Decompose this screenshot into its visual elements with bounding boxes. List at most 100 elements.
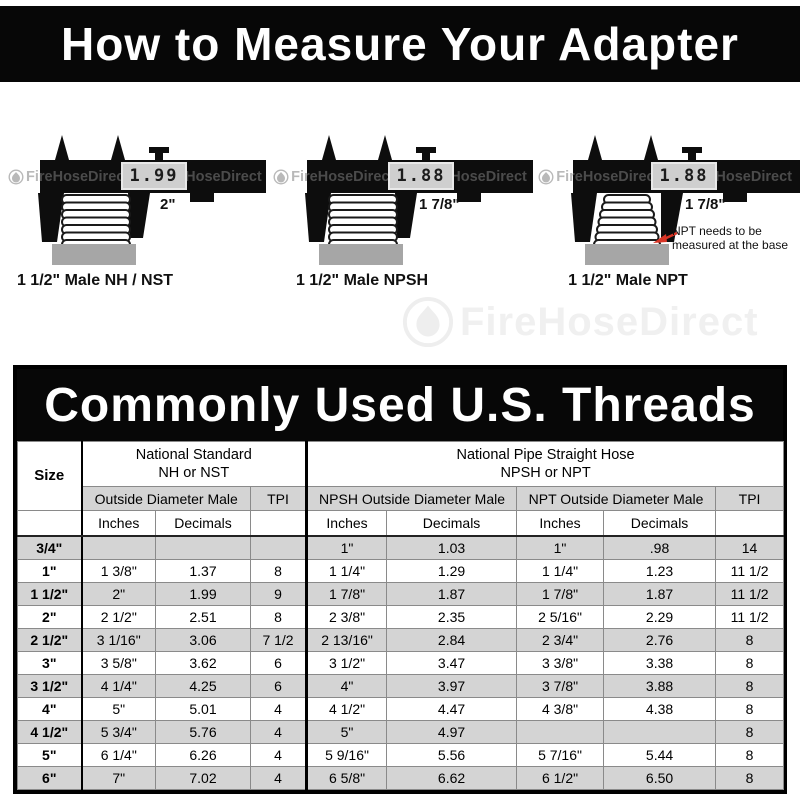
caliper-upper-jaw-icon bbox=[55, 135, 69, 160]
threads-table: Size National Standard NH or NST National… bbox=[17, 441, 785, 790]
table-cell: 4 1/2" bbox=[17, 720, 82, 744]
caliper-left-jaw bbox=[38, 193, 64, 242]
table-cell: 1.37 bbox=[155, 559, 251, 583]
header-odm: Outside Diameter Male bbox=[80, 486, 251, 511]
table-cell: 2.29 bbox=[603, 605, 717, 629]
table-cell: 5" bbox=[17, 743, 82, 767]
table-cell: 6 5/8" bbox=[305, 766, 388, 790]
table-cell: 8 bbox=[715, 628, 785, 652]
table-cell: 5" bbox=[80, 697, 156, 721]
caliper-illustration: 2" 1 1/2" Male NH / NST bbox=[17, 135, 266, 289]
table-cell: 8 bbox=[715, 766, 785, 790]
flame-logo-icon bbox=[8, 169, 24, 185]
table-cell: 2 3/8" bbox=[305, 605, 388, 629]
table-cell: 1 7/8" bbox=[516, 582, 605, 606]
table-cell: 2.35 bbox=[386, 605, 518, 629]
npt-note-arrow-icon bbox=[653, 231, 678, 243]
header-tpi-right: TPI bbox=[715, 486, 785, 511]
table-row: 3/4" 1" 1.03 1" .98 14 bbox=[17, 535, 785, 560]
header-size: Size bbox=[17, 441, 82, 511]
table-cell: 4 bbox=[249, 720, 308, 744]
table-cell: 2.76 bbox=[603, 628, 717, 652]
table-cell: 11 1/2 bbox=[715, 605, 785, 629]
table-cell: 2 3/4" bbox=[516, 628, 605, 652]
watermark-text: FireHoseDirect bbox=[460, 299, 759, 344]
table-cell: 5" bbox=[305, 720, 388, 744]
table-cell: 5.76 bbox=[155, 720, 251, 744]
table-cell: 9 bbox=[249, 582, 308, 606]
table-cell: 6 1/2" bbox=[516, 766, 605, 790]
table-cell bbox=[155, 535, 251, 560]
table-cell: 4.25 bbox=[155, 674, 251, 698]
table-cell: 3 1/2" bbox=[305, 651, 388, 675]
table-cell: 1" bbox=[516, 535, 605, 560]
header-npsh-odm: NPSH Outside Diameter Male bbox=[305, 486, 518, 511]
table-cell: 1 1/2" bbox=[17, 582, 82, 606]
table-cell: 1.03 bbox=[386, 535, 518, 560]
caliper-step bbox=[190, 193, 214, 202]
table-cell: 2 5/16" bbox=[516, 605, 605, 629]
table-cell: 1 1/4" bbox=[516, 559, 605, 583]
table-cell: 3" bbox=[17, 651, 82, 675]
table-cell: 6.50 bbox=[603, 766, 717, 790]
npt-measurement-note: NPT needs to be measured at the base bbox=[672, 224, 800, 253]
table-row: 3" 3 5/8" 3.62 6 3 1/2" 3.47 3 3/8" 3.38 8 bbox=[17, 651, 785, 675]
dimension-label: 1 7/8" bbox=[419, 196, 459, 213]
table-cell: 2.51 bbox=[155, 605, 251, 629]
table-cell: 7.02 bbox=[155, 766, 251, 790]
table-cell bbox=[249, 535, 308, 560]
table-cell: 3.47 bbox=[386, 651, 518, 675]
page-title: How to Measure Your Adapter bbox=[0, 6, 800, 82]
table-cell bbox=[80, 535, 156, 560]
table-cell: 14 bbox=[715, 535, 785, 560]
table-cell: .98 bbox=[603, 535, 717, 560]
table-cell: 5.44 bbox=[603, 743, 717, 767]
measuring-diagrams: 2" 1 1/2" Male NH / NST 1 7/ bbox=[0, 130, 800, 294]
table-cell: 4" bbox=[17, 697, 82, 721]
table-cell: 8 bbox=[715, 697, 785, 721]
table-row: 2 1/2" 3 1/16" 3.06 7 1/2 2 13/16" 2.84 2 3/4"… bbox=[17, 628, 785, 652]
table-cell: 1 3/8" bbox=[80, 559, 156, 583]
threads-table-body: 3/4" 1" 1.03 1" .98 14 1" 1 3/8" 1.37 8 1 1/4" 1.29… bbox=[17, 535, 785, 790]
table-cell bbox=[516, 720, 605, 744]
table-cell: 6 bbox=[249, 651, 308, 675]
table-cell: 11 1/2 bbox=[715, 559, 785, 583]
header-decimals: Decimals bbox=[155, 510, 251, 537]
caliper-diagram-npt: 1 7/8" 1 1/2" Male NPT bbox=[533, 130, 800, 294]
table-cell: 4.38 bbox=[603, 697, 717, 721]
table-cell: 2 13/16" bbox=[305, 628, 388, 652]
table-cell: 3/4" bbox=[17, 535, 82, 560]
table-cell: 3 5/8" bbox=[80, 651, 156, 675]
caliper-diagram-nh-nst: 2" 1 1/2" Male NH / NST bbox=[0, 130, 267, 294]
table-cell: 6 1/4" bbox=[80, 743, 156, 767]
table-cell: 4 1/2" bbox=[305, 697, 388, 721]
table-cell: 4 bbox=[249, 743, 308, 767]
caliper-upper-jaw-icon bbox=[111, 135, 125, 160]
table-cell: 5 3/4" bbox=[80, 720, 156, 744]
flame-logo-icon bbox=[538, 169, 554, 185]
header-group-nh: National Standard NH or NST bbox=[80, 441, 308, 487]
caliper-lcd-reading: 1.88 bbox=[388, 162, 454, 190]
watermark-text: FireHoseDirect bbox=[26, 169, 130, 185]
table-cell: 6.26 bbox=[155, 743, 251, 767]
header-inches: Inches bbox=[516, 510, 605, 537]
table-row: 4 1/2" 5 3/4" 5.76 4 5" 4.97 8 bbox=[17, 720, 785, 744]
header-empty bbox=[715, 510, 785, 537]
caliper-caption: 1 1/2" Male NH / NST bbox=[17, 272, 173, 289]
caliper-lcd-reading: 1.88 bbox=[651, 162, 717, 190]
table-cell: 1.23 bbox=[603, 559, 717, 583]
header-npt-odm: NPT Outside Diameter Male bbox=[516, 486, 717, 511]
table-cell: 8 bbox=[715, 674, 785, 698]
caliper-thumbscrew bbox=[149, 147, 169, 153]
table-cell: 7 1/2 bbox=[249, 628, 308, 652]
table-cell: 3 1/2" bbox=[17, 674, 82, 698]
table-cell: 11 1/2 bbox=[715, 582, 785, 606]
table-cell: 6.62 bbox=[386, 766, 518, 790]
table-cell: 4 bbox=[249, 697, 308, 721]
table-cell: 6 bbox=[249, 674, 308, 698]
npt-note-line1: NPT needs to be bbox=[672, 224, 762, 238]
table-cell: 5 7/16" bbox=[516, 743, 605, 767]
table-cell: 6" bbox=[17, 766, 82, 790]
header-inches: Inches bbox=[305, 510, 388, 537]
table-cell: 3.38 bbox=[603, 651, 717, 675]
